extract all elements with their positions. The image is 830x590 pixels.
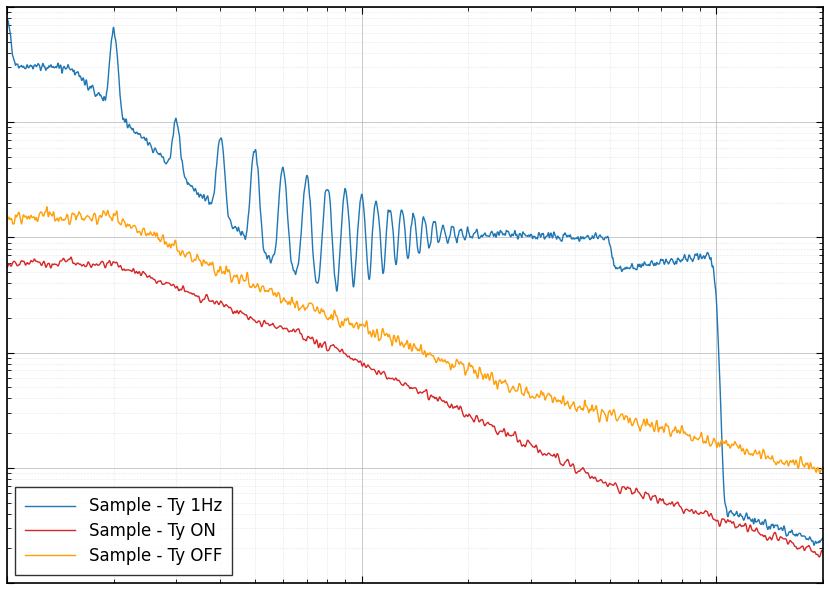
Sample - Ty ON — [673, 499, 683, 506]
Sample - Ty ON — [491, 429, 501, 436]
Sample - Ty OFF — [42, 204, 52, 211]
Sample - Ty 1Hz — [809, 542, 819, 549]
Sample - Ty OFF — [533, 392, 543, 399]
Sample - Ty 1Hz — [611, 265, 621, 272]
Sample - Ty ON — [814, 553, 824, 560]
Sample - Ty OFF — [150, 232, 160, 240]
Sample - Ty OFF — [2, 212, 12, 219]
Sample - Ty ON — [818, 549, 828, 556]
Line: Sample - Ty OFF: Sample - Ty OFF — [7, 207, 823, 473]
Sample - Ty ON — [533, 448, 543, 455]
Sample - Ty 1Hz — [491, 233, 501, 240]
Sample - Ty OFF — [611, 416, 621, 423]
Sample - Ty 1Hz — [2, 14, 12, 21]
Sample - Ty ON — [314, 343, 324, 350]
Sample - Ty ON — [2, 264, 12, 271]
Line: Sample - Ty ON: Sample - Ty ON — [7, 257, 823, 557]
Sample - Ty 1Hz — [314, 277, 324, 284]
Sample - Ty OFF — [815, 470, 825, 477]
Sample - Ty ON — [150, 277, 160, 284]
Sample - Ty 1Hz — [533, 235, 543, 242]
Sample - Ty 1Hz — [818, 534, 828, 541]
Legend: Sample - Ty 1Hz, Sample - Ty ON, Sample - Ty OFF: Sample - Ty 1Hz, Sample - Ty ON, Sample … — [15, 487, 232, 575]
Sample - Ty OFF — [818, 463, 828, 470]
Sample - Ty OFF — [673, 427, 683, 434]
Sample - Ty OFF — [491, 380, 501, 387]
Line: Sample - Ty 1Hz: Sample - Ty 1Hz — [7, 18, 823, 545]
Sample - Ty ON — [66, 254, 76, 261]
Sample - Ty 1Hz — [150, 145, 160, 152]
Sample - Ty ON — [611, 480, 621, 487]
Sample - Ty OFF — [314, 309, 324, 316]
Sample - Ty 1Hz — [673, 255, 683, 262]
